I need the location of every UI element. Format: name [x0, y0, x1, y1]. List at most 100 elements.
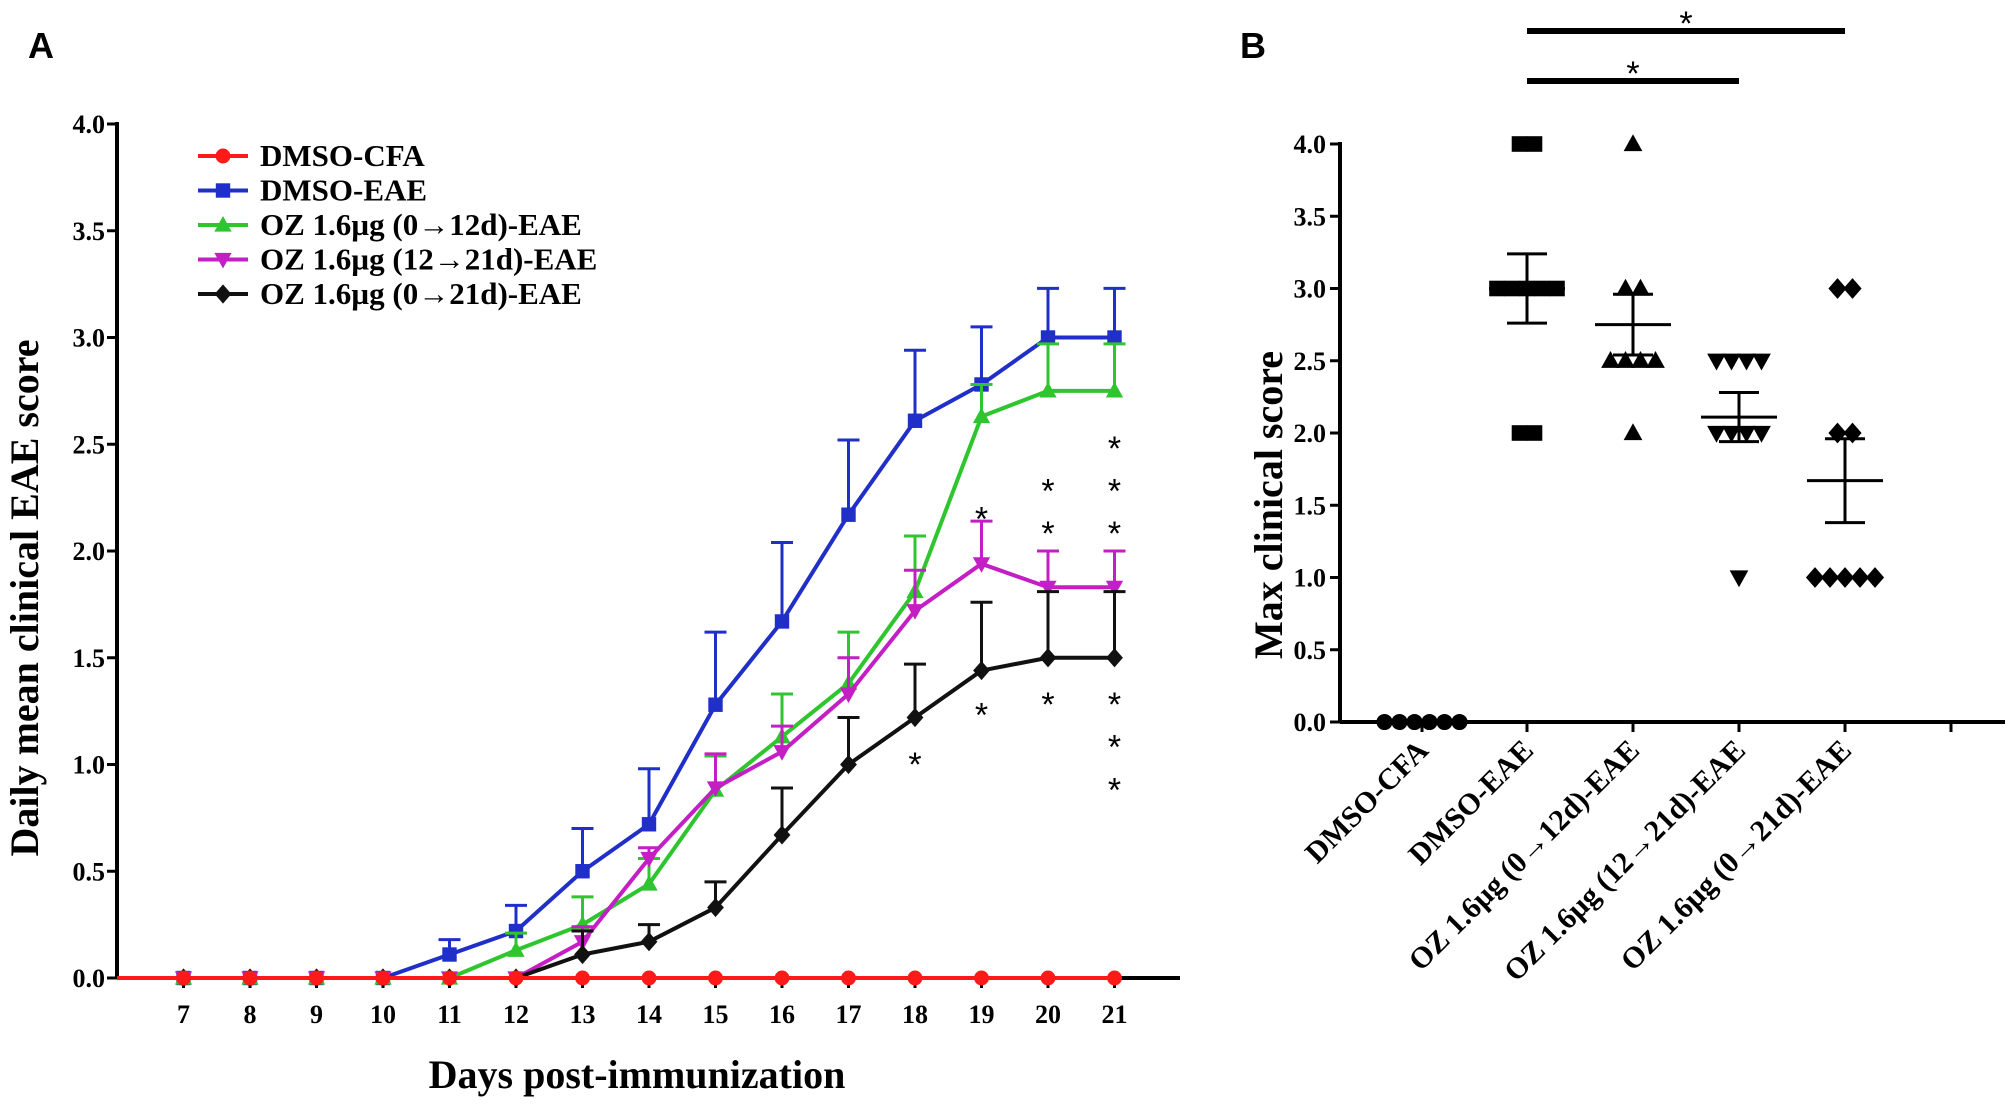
data-point: [1616, 278, 1635, 296]
y-tick-label: 0.0: [73, 964, 106, 993]
legend-marker: [214, 216, 232, 232]
data-point: [1406, 713, 1423, 731]
significance-star: *: [1679, 5, 1692, 43]
data-point: [839, 687, 858, 704]
data-point: [1707, 425, 1726, 443]
data-point: [641, 817, 657, 832]
significance-star: *: [1041, 515, 1054, 553]
group-4: [1805, 278, 1885, 588]
data-point: [906, 707, 924, 728]
data-point: [508, 970, 524, 986]
data-point: [707, 897, 724, 918]
x-tick-label: 18: [902, 1000, 928, 1029]
series-line: [117, 561, 1115, 980]
data-point: [1526, 425, 1543, 441]
data-point: [774, 970, 790, 986]
data-point: [442, 947, 457, 962]
y-tick-label: 0.5: [1294, 636, 1327, 665]
x-tick-label: 19: [969, 1000, 995, 1029]
panel-a-significance: * * * * * * * * * * * *: [908, 430, 1121, 810]
data-point: [575, 864, 590, 879]
series-3: [117, 519, 1126, 987]
data-point: [1623, 423, 1643, 441]
data-point: [1631, 278, 1650, 296]
data-point: [1039, 381, 1057, 398]
significance-star: *: [1108, 515, 1121, 553]
legend-label: DMSO-EAE: [260, 173, 427, 208]
data-point: [773, 825, 791, 845]
x-tick-label: 12: [503, 1000, 529, 1029]
data-point: [442, 970, 457, 986]
data-point: [1040, 970, 1056, 986]
panel-label-a: A: [28, 25, 54, 66]
data-point: [1835, 567, 1855, 588]
data-point: [972, 407, 991, 424]
panel-a-x-axis-title: Days post-immunization: [429, 1052, 846, 1097]
data-point: [640, 932, 658, 952]
y-tick-label: 4.0: [1294, 130, 1327, 159]
panel-a: A 0.0 0.5 1.0 1.5 2.0 2.5 3.0 3.5 4.0 7 8 9 10 11 12 13…: [2, 25, 1180, 1097]
y-tick-label: 2.0: [73, 537, 106, 566]
group-3: [1701, 353, 1777, 588]
legend-label: OZ 1.6µg (0→12d)-EAE: [260, 207, 582, 242]
panel-b-points: [1376, 134, 1885, 731]
significance-star: *: [975, 500, 988, 538]
data-point: [840, 754, 857, 775]
data-point: [973, 660, 990, 681]
series-2: [117, 342, 1126, 985]
panel-b-y-axis-title: Max clinical score: [1246, 351, 1291, 659]
data-point: [1737, 425, 1756, 443]
data-point: [242, 970, 258, 986]
data-point: [1436, 713, 1453, 731]
data-point: [1850, 567, 1870, 588]
data-point: [1105, 381, 1124, 398]
data-point: [1737, 353, 1756, 371]
panel-b: B 0.00.51.01.52.02.53.03.54.0DMSO-CFADMS…: [1240, 5, 2005, 988]
legend-marker: [215, 148, 231, 164]
legend-marker: [214, 252, 232, 269]
data-point: [1646, 351, 1665, 368]
data-point: [974, 970, 989, 986]
data-point: [1707, 353, 1726, 371]
significance-star: *: [1108, 729, 1121, 767]
significance-star: *: [1108, 473, 1121, 511]
data-point: [1828, 278, 1847, 299]
data-point: [1039, 580, 1057, 597]
data-point: [1526, 136, 1543, 152]
y-tick-label: 3.0: [73, 324, 106, 353]
legend-label: OZ 1.6µg (0→21d)-EAE: [260, 276, 582, 311]
y-tick-label: 2.5: [1294, 347, 1327, 376]
x-tick-label: 9: [310, 1000, 323, 1029]
data-point: [1729, 570, 1749, 588]
data-point: [507, 941, 525, 957]
data-point: [1105, 580, 1124, 597]
data-point: [1107, 330, 1122, 345]
data-point: [841, 970, 856, 986]
series-line: [117, 335, 1115, 980]
x-tick-label: 8: [244, 1000, 257, 1029]
data-point: [1451, 713, 1468, 731]
data-point: [574, 944, 591, 965]
significance-star: *: [1108, 686, 1121, 724]
data-point: [641, 970, 657, 986]
y-tick-label: 1.5: [73, 644, 106, 673]
data-point: [906, 604, 924, 620]
x-tick-label: 10: [370, 1000, 396, 1029]
y-tick-label: 1.5: [1294, 491, 1327, 520]
y-tick-label: 1.0: [1294, 564, 1327, 593]
data-point: [972, 557, 991, 573]
group-1: [1489, 136, 1565, 441]
panel-a-series: [117, 286, 1126, 988]
data-point: [1391, 713, 1408, 731]
data-point: [375, 970, 391, 986]
legend-marker: [215, 183, 231, 198]
panel-label-b: B: [1240, 25, 1266, 66]
legend-label: OZ 1.6µg (12→21d)-EAE: [260, 242, 597, 277]
data-point: [1828, 422, 1847, 444]
data-point: [1107, 970, 1122, 986]
legend-marker: [214, 284, 232, 304]
series-line: [117, 655, 1115, 980]
data-point: [1421, 713, 1438, 731]
